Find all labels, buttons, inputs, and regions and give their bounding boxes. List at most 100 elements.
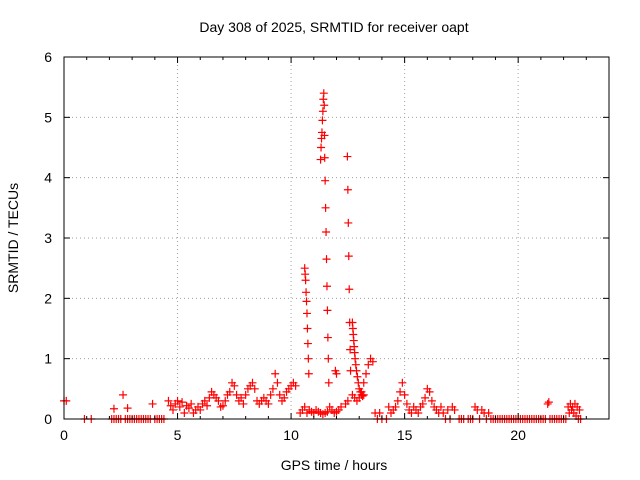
data-point [187, 399, 196, 408]
data-point [323, 333, 332, 342]
data-point [332, 369, 341, 378]
data-point [180, 408, 189, 417]
data-point [543, 399, 552, 408]
data-point [123, 404, 132, 413]
data-point [317, 143, 326, 152]
data-point [337, 402, 346, 411]
data-point [318, 116, 327, 125]
data-point [200, 396, 209, 405]
data-point [291, 381, 300, 390]
data-point [266, 390, 275, 399]
data-point [322, 282, 331, 291]
data-point [414, 408, 423, 417]
data-point [166, 401, 175, 410]
data-point [303, 339, 312, 348]
data-point [443, 405, 452, 414]
data-point [196, 405, 205, 414]
data-point [384, 402, 393, 411]
data-point [351, 354, 360, 363]
data-point [400, 390, 409, 399]
data-point [358, 392, 367, 401]
data-point [375, 408, 384, 417]
data-point [302, 297, 311, 306]
y-tick-label: 3 [44, 230, 52, 246]
data-point [241, 390, 250, 399]
data-point [575, 405, 584, 414]
data-point [324, 354, 333, 363]
data-point [351, 360, 360, 369]
data-point [346, 345, 355, 354]
data-point [169, 405, 177, 414]
data-point [322, 227, 331, 236]
data-point [343, 152, 352, 161]
data-point [418, 399, 427, 408]
data-point [323, 407, 332, 416]
data-point [302, 309, 311, 318]
y-tick-label: 4 [44, 170, 52, 186]
data-point [239, 399, 248, 408]
data-point [427, 396, 436, 405]
data-point [271, 369, 280, 378]
data-point [391, 402, 400, 411]
data-point [175, 402, 184, 411]
data-point [275, 390, 284, 399]
data-point [318, 107, 327, 116]
x-axis-label: GPS time / hours [281, 457, 388, 473]
data-point [232, 390, 241, 399]
data-point [205, 393, 214, 402]
x-axis-ticks: 0 5 10 15 20 [60, 57, 587, 443]
data-point [268, 384, 277, 393]
data-point [250, 384, 259, 393]
data-point [225, 387, 234, 396]
data-point [343, 185, 352, 194]
data-point [301, 276, 310, 285]
data-point [354, 378, 363, 387]
grid-lines [64, 57, 609, 419]
data-point [248, 378, 257, 387]
data-point [398, 378, 407, 387]
data-point [109, 404, 118, 413]
data-point [421, 393, 430, 402]
data-point [303, 324, 312, 333]
data-point [343, 396, 352, 405]
y-tick-label: 1 [44, 351, 52, 367]
data-point [203, 401, 212, 410]
data-point [450, 405, 459, 414]
x-tick-label: 10 [283, 427, 299, 443]
data-point [364, 360, 373, 369]
data-point [273, 378, 282, 387]
data-point [436, 402, 445, 411]
data-point [320, 153, 329, 162]
data-point [321, 176, 330, 185]
data-point [119, 390, 128, 399]
x-tick-label: 0 [60, 427, 68, 443]
y-tick-label: 2 [44, 290, 52, 306]
data-point [237, 393, 246, 402]
y-axis-label: SRMTID / TECUs [5, 183, 21, 293]
data-point [345, 285, 354, 294]
data-point [264, 399, 273, 408]
data-point [352, 366, 361, 375]
data-point [324, 378, 333, 387]
data-point [402, 399, 411, 408]
data-point [320, 101, 329, 110]
data-point [393, 396, 402, 405]
x-tick-label: 15 [397, 427, 413, 443]
y-tick-label: 0 [44, 411, 52, 427]
data-point [368, 357, 377, 366]
data-point [362, 369, 371, 378]
data-point [344, 252, 353, 261]
data-point [396, 387, 405, 396]
data-point [178, 398, 187, 407]
data-point [544, 398, 553, 407]
data-point [319, 89, 328, 98]
data-point [321, 203, 330, 212]
data-point [214, 396, 223, 405]
data-point [148, 399, 157, 408]
y-tick-label: 5 [44, 109, 52, 125]
data-point [353, 372, 362, 381]
data-point [320, 131, 329, 140]
data-point [173, 396, 182, 405]
